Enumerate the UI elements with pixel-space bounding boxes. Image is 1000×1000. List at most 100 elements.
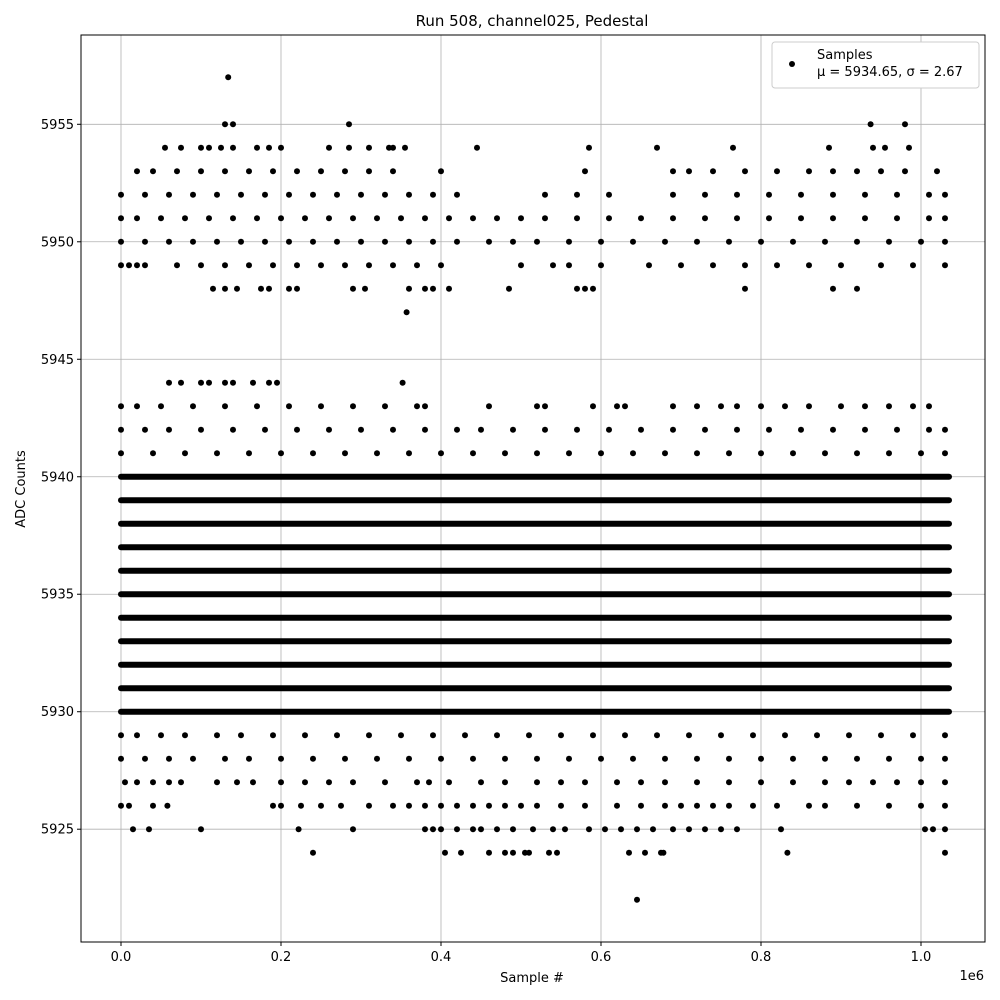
- sample-point: [662, 755, 668, 762]
- sample-point: [162, 144, 168, 151]
- sample-point: [574, 426, 580, 433]
- sample-point: [438, 755, 444, 762]
- sample-point: [266, 285, 272, 292]
- sample-point: [894, 426, 900, 433]
- sample-point: [730, 144, 736, 151]
- sample-point: [922, 826, 928, 833]
- sample-point: [634, 826, 640, 833]
- sample-point: [862, 426, 868, 433]
- sample-point: [278, 755, 284, 762]
- sample-point: [262, 191, 268, 198]
- sample-point: [326, 144, 332, 151]
- sample-point: [518, 262, 524, 269]
- sample-point: [374, 215, 380, 222]
- sample-point: [326, 215, 332, 222]
- sample-point: [502, 849, 508, 856]
- sample-point: [126, 802, 132, 809]
- sample-point: [390, 144, 396, 151]
- sample-point: [638, 215, 644, 222]
- sample-point: [294, 285, 300, 292]
- sample-point: [782, 732, 788, 739]
- sample-point: [726, 802, 732, 809]
- sample-point: [295, 826, 302, 833]
- sample-point: [234, 779, 240, 786]
- sample-point: [886, 238, 892, 245]
- sample-point: [174, 168, 180, 175]
- sample-point: [182, 215, 188, 222]
- sample-point: [586, 826, 592, 833]
- sample-point: [158, 215, 164, 222]
- sample-point: [350, 826, 356, 833]
- sample-point: [338, 802, 344, 809]
- sample-point: [710, 262, 716, 269]
- sample-point: [406, 802, 412, 809]
- sample-point: [374, 450, 380, 457]
- sample-point: [798, 191, 804, 198]
- sample-point: [518, 215, 524, 222]
- sample-point: [258, 285, 264, 292]
- sample-point: [910, 262, 916, 269]
- sample-point: [382, 191, 388, 198]
- sample-point: [822, 755, 828, 762]
- sample-point: [726, 779, 732, 786]
- sample-point: [366, 168, 372, 175]
- sample-point: [222, 755, 228, 762]
- sample-point: [406, 191, 412, 198]
- sample-point: [182, 732, 188, 739]
- sample-point: [806, 802, 812, 809]
- sample-point: [390, 426, 396, 433]
- sample-point: [630, 755, 636, 762]
- sample-point: [166, 238, 172, 245]
- sample-point: [742, 262, 748, 269]
- sample-point: [694, 802, 700, 809]
- sample-point: [734, 403, 740, 410]
- sample-point: [486, 849, 492, 856]
- y-tick-label: 5935: [41, 588, 74, 603]
- sample-point: [626, 849, 632, 856]
- sample-point: [510, 426, 516, 433]
- sample-point: [534, 450, 540, 457]
- x-tick-label: 0.8: [751, 950, 772, 965]
- sample-point: [326, 426, 332, 433]
- sample-point: [278, 144, 284, 151]
- sample-point: [254, 215, 260, 222]
- sample-point: [654, 732, 660, 739]
- sample-point: [582, 779, 588, 786]
- sample-point: [134, 262, 140, 269]
- sample-point: [158, 403, 164, 410]
- sample-point: [318, 262, 324, 269]
- sample-point: [218, 144, 224, 151]
- sample-point: [926, 426, 932, 433]
- sample-point: [862, 215, 868, 222]
- sample-point: [854, 285, 860, 292]
- sample-point: [774, 262, 780, 269]
- sample-point: [478, 826, 484, 833]
- sample-point: [294, 168, 300, 175]
- sample-point: [174, 262, 180, 269]
- sample-point: [266, 144, 272, 151]
- sample-point: [298, 802, 304, 809]
- sample-point: [798, 426, 804, 433]
- sample-point: [118, 238, 124, 245]
- sample-point: [942, 826, 948, 833]
- sample-point: [438, 168, 444, 175]
- sample-point: [894, 215, 900, 222]
- sample-point: [778, 826, 784, 833]
- sample-point: [942, 450, 948, 457]
- sample-point: [426, 779, 432, 786]
- sample-point: [862, 191, 868, 198]
- sample-point: [586, 144, 592, 151]
- sample-point: [662, 238, 668, 245]
- sample-point: [598, 450, 604, 457]
- sample-point: [134, 168, 140, 175]
- sample-point: [534, 755, 540, 762]
- sample-point: [534, 403, 540, 410]
- sample-point: [486, 802, 492, 809]
- x-axis-offset-label: 1e6: [959, 969, 984, 984]
- sample-point: [790, 779, 796, 786]
- sample-point: [278, 779, 284, 786]
- sample-point: [214, 779, 220, 786]
- sample-point: [494, 215, 500, 222]
- sample-point: [430, 285, 436, 292]
